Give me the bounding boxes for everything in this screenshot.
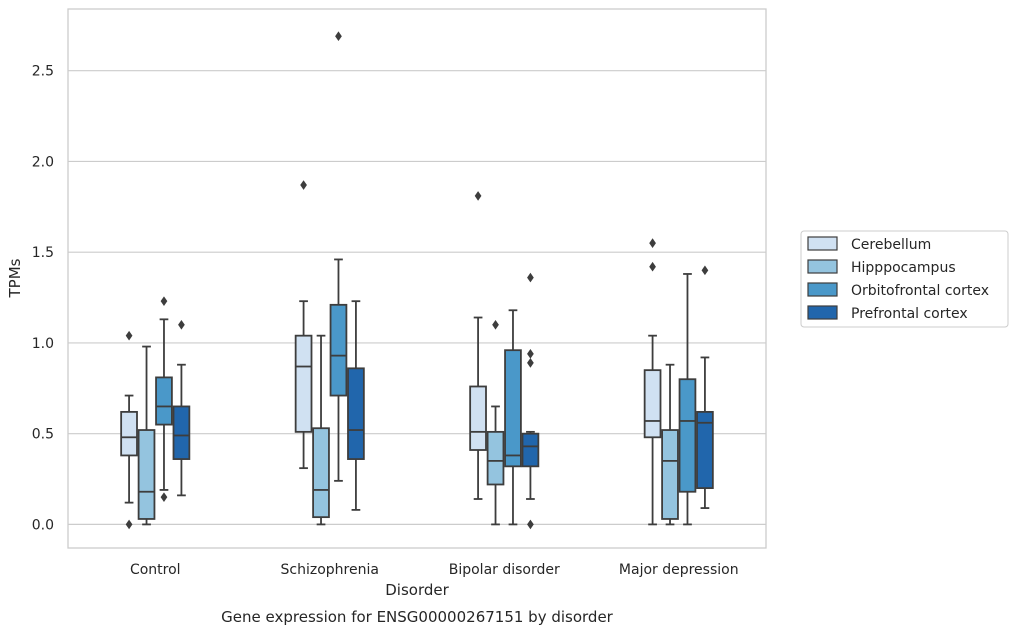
x-tick-label: Schizophrenia (281, 562, 379, 578)
box-group (329, 31, 348, 482)
y-tick-label: 1.0 (32, 336, 54, 352)
outlier-point (527, 348, 534, 359)
box-group (120, 330, 138, 530)
box (155, 376, 173, 426)
outlier-point (492, 319, 499, 330)
y-axis-ticks: 0.0 0.5 1.0 1.5 2.0 2.5 (32, 64, 54, 534)
box (172, 405, 191, 460)
box-group (137, 345, 156, 526)
outlier-point (125, 330, 133, 341)
legend-swatch (807, 259, 838, 274)
legend-label: Hipppocampus (851, 260, 956, 276)
box (294, 334, 313, 433)
outlier-point (649, 261, 656, 272)
box-groups (120, 31, 714, 530)
outlier-point (125, 519, 133, 530)
outlier-point (335, 31, 342, 42)
box-group (696, 265, 714, 509)
box (678, 378, 697, 493)
box (120, 410, 138, 457)
box-group (294, 180, 313, 470)
outlier-point (649, 238, 656, 248)
x-axis-label: Disorder (385, 581, 449, 599)
legend-frame (800, 230, 1009, 328)
box-group (486, 319, 505, 526)
x-axis-ticks: Control Schizophrenia Bipolar disorder Majo… (130, 562, 739, 578)
box (643, 369, 662, 439)
box-group (504, 309, 522, 526)
outlier-point (300, 180, 307, 190)
box (486, 430, 505, 486)
y-tick-label: 0.0 (32, 517, 54, 533)
y-axis-label: TPMs (6, 258, 24, 298)
box (504, 349, 522, 468)
box (347, 367, 365, 460)
x-tick-label: Bipolar disorder (449, 562, 560, 578)
y-tick-label: 1.5 (32, 245, 54, 261)
box-group (172, 319, 191, 497)
legend: Cerebellum Hipppocampus Orbitofrontal cort… (800, 230, 1009, 328)
box (521, 432, 540, 468)
x-tick-label: Control (130, 562, 181, 578)
outlier-point (160, 296, 168, 307)
box-group (661, 363, 679, 526)
box-group (155, 296, 173, 503)
legend-swatch (807, 305, 838, 320)
outlier-point (160, 492, 168, 503)
box (137, 429, 156, 520)
y-tick-label: 2.5 (32, 64, 54, 80)
chart-caption: Gene expression for ENSG00000267151 by d… (221, 608, 614, 626)
box (329, 303, 348, 397)
box (661, 429, 679, 520)
box-group (678, 273, 697, 526)
legend-label: Orbitofrontal cortex (851, 283, 989, 299)
y-tick-label: 0.5 (32, 427, 54, 443)
legend-swatch (807, 282, 838, 297)
outlier-point (178, 319, 185, 330)
box (696, 410, 714, 490)
box (312, 427, 330, 519)
legend-label: Cerebellum (851, 237, 931, 253)
legend-swatch (807, 236, 838, 251)
y-tick-label: 2.0 (32, 154, 54, 170)
outlier-point (527, 272, 534, 283)
box (469, 385, 487, 451)
outlier-point (474, 191, 482, 201)
outlier-point (701, 265, 709, 276)
legend-label: Prefrontal cortex (851, 306, 968, 322)
box-group (521, 272, 540, 530)
box-group (643, 238, 662, 526)
box-group (469, 191, 487, 500)
x-tick-label: Major depression (619, 562, 739, 578)
outlier-point (527, 519, 534, 530)
box-group (347, 300, 365, 511)
outlier-point (527, 358, 534, 368)
box-group (312, 334, 330, 526)
plot-frame (67, 8, 767, 549)
